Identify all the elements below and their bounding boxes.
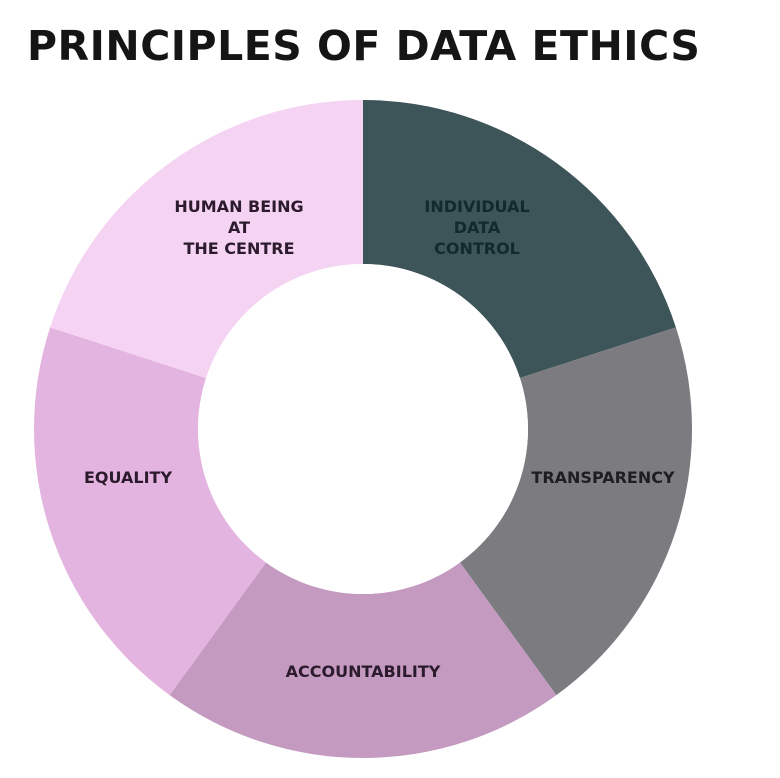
label-line: TRANSPARENCY [531, 468, 675, 487]
label-line: THE CENTRE [183, 239, 294, 258]
segment-accountability [169, 562, 557, 758]
label-human-being-at-the-centre: HUMAN BEING AT THE CENTRE [174, 197, 303, 258]
segment-individual-data-control [363, 100, 676, 379]
segment-transparency [459, 327, 692, 696]
label-accountability: ACCOUNTABILITY [286, 662, 441, 681]
label-line: CONTROL [434, 239, 520, 258]
label-transparency: TRANSPARENCY [531, 468, 675, 487]
segment-equality [34, 327, 267, 696]
label-equality: EQUALITY [84, 468, 172, 487]
label-line: HUMAN BEING [174, 197, 303, 216]
label-line: ACCOUNTABILITY [286, 662, 441, 681]
label-individual-data-control: INDIVIDUAL DATA CONTROL [424, 197, 529, 258]
label-line: DATA [454, 218, 501, 237]
page-title: PRINCIPLES OF DATA ETHICS [27, 22, 701, 70]
label-line: INDIVIDUAL [424, 197, 529, 216]
label-line: AT [228, 218, 250, 237]
segment-human-being-at-the-centre [50, 100, 363, 379]
wheel-center-hole [198, 264, 528, 594]
label-line: EQUALITY [84, 468, 172, 487]
